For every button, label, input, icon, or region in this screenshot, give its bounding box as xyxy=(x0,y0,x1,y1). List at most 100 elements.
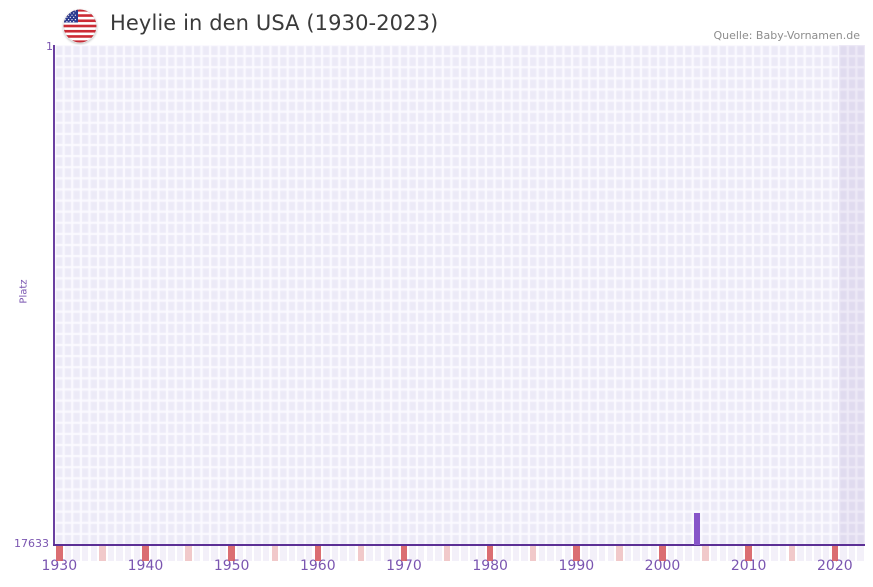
x-marker-2012 xyxy=(762,546,770,561)
x-marker-1944 xyxy=(176,546,184,561)
x-marker-2015 xyxy=(788,546,795,561)
x-marker-2021 xyxy=(840,546,847,561)
x-marker-1934 xyxy=(90,546,97,561)
x-marker-1959 xyxy=(305,546,313,561)
x-marker-1950 xyxy=(228,546,235,561)
x-marker-1978 xyxy=(469,546,477,561)
x-marker-1946 xyxy=(193,546,201,561)
x-marker-1990 xyxy=(573,546,580,561)
x-marker-1933 xyxy=(81,546,89,561)
x-marker-2009 xyxy=(736,546,744,561)
x-marker-2008 xyxy=(728,546,735,561)
x-marker-1957 xyxy=(288,546,296,561)
x-marker-1991 xyxy=(581,546,589,561)
x-marker-1961 xyxy=(323,546,330,561)
x-marker-2007 xyxy=(719,546,727,561)
x-marker-1974 xyxy=(435,546,442,561)
x-marker-1952 xyxy=(245,546,253,561)
x-marker-2018 xyxy=(814,546,821,561)
x-marker-1975 xyxy=(443,546,451,561)
x-marker-1970 xyxy=(400,546,408,561)
x-marker-2016 xyxy=(797,546,804,561)
x-marker-1955 xyxy=(271,546,278,561)
x-marker-1995 xyxy=(616,546,623,561)
x-marker-1931 xyxy=(64,546,72,561)
y-axis-title: Platz xyxy=(18,279,30,304)
x-marker-1936 xyxy=(107,546,115,561)
x-marker-1930 xyxy=(56,546,63,561)
x-marker-1951 xyxy=(237,546,244,561)
x-marker-1963 xyxy=(340,546,347,561)
x-marker-1942 xyxy=(159,546,166,561)
x-marker-1976 xyxy=(452,546,459,561)
x-marker-2014 xyxy=(779,546,787,561)
x-marker-1972 xyxy=(418,546,425,561)
x-marker-2006 xyxy=(710,546,718,561)
x-marker-1969 xyxy=(392,546,399,561)
x-tick-2000: 2000 xyxy=(644,558,681,574)
x-tick-1980: 1980 xyxy=(472,558,508,574)
x-marker-1973 xyxy=(426,546,434,561)
x-marker-2020 xyxy=(831,546,839,561)
x-marker-1968 xyxy=(383,546,390,561)
x-marker-1953 xyxy=(254,546,261,561)
x-marker-1938 xyxy=(125,546,132,561)
x-marker-2005 xyxy=(702,546,709,561)
x-marker-2011 xyxy=(754,546,761,561)
x-marker-1932 xyxy=(73,546,80,561)
x-marker-2013 xyxy=(771,546,778,561)
x-marker-1987 xyxy=(547,546,554,561)
x-tick-1940: 1940 xyxy=(127,558,164,574)
x-marker-2019 xyxy=(823,546,830,561)
x-marker-2023 xyxy=(857,546,864,561)
x-marker-2001 xyxy=(667,546,675,561)
x-tick-1970: 1970 xyxy=(386,558,422,574)
y-tick-label-bottom: 17633 xyxy=(14,537,49,550)
x-marker-1971 xyxy=(409,546,416,561)
x-marker-1984 xyxy=(521,546,528,561)
x-marker-2003 xyxy=(685,546,692,561)
x-tick-2010: 2010 xyxy=(730,558,767,574)
x-marker-2002 xyxy=(676,546,683,561)
x-marker-1949 xyxy=(219,546,227,561)
y-tick-label-top: 1 xyxy=(46,40,53,53)
x-marker-1985 xyxy=(530,546,537,561)
x-marker-1980 xyxy=(486,546,494,561)
x-marker-1967 xyxy=(374,546,382,561)
bar-2004 xyxy=(694,512,700,545)
x-marker-1965 xyxy=(357,546,365,561)
x-axis-line xyxy=(53,544,865,546)
x-marker-1977 xyxy=(461,546,468,561)
x-tick-2020: 2020 xyxy=(817,558,853,574)
x-marker-1940 xyxy=(142,546,149,561)
x-marker-1964 xyxy=(349,546,356,561)
x-marker-1997 xyxy=(633,546,640,561)
x-marker-1966 xyxy=(366,546,373,561)
x-marker-1943 xyxy=(168,546,175,561)
x-marker-1939 xyxy=(133,546,141,561)
x-tick-1960: 1960 xyxy=(299,558,336,574)
x-marker-1986 xyxy=(538,546,546,561)
y-axis-line xyxy=(53,45,55,545)
x-marker-1954 xyxy=(262,546,270,561)
x-marker-1992 xyxy=(590,546,597,561)
grid xyxy=(55,45,865,545)
x-marker-1937 xyxy=(116,546,123,561)
x-marker-2004 xyxy=(693,546,701,561)
x-marker-1979 xyxy=(478,546,485,561)
x-marker-1945 xyxy=(185,546,192,561)
x-marker-1994 xyxy=(607,546,614,561)
x-marker-1983 xyxy=(512,546,520,561)
x-marker-1998 xyxy=(642,546,649,561)
x-tick-1990: 1990 xyxy=(558,558,595,574)
x-marker-1935 xyxy=(99,546,106,561)
x-marker-1996 xyxy=(624,546,632,561)
x-marker-2017 xyxy=(805,546,813,561)
x-marker-2022 xyxy=(848,546,856,561)
page-title: Heylie in den USA (1930-2023) xyxy=(110,11,439,35)
x-marker-1982 xyxy=(504,546,511,561)
x-marker-1960 xyxy=(314,546,322,561)
x-marker-2000 xyxy=(659,546,666,561)
x-marker-2010 xyxy=(745,546,752,561)
